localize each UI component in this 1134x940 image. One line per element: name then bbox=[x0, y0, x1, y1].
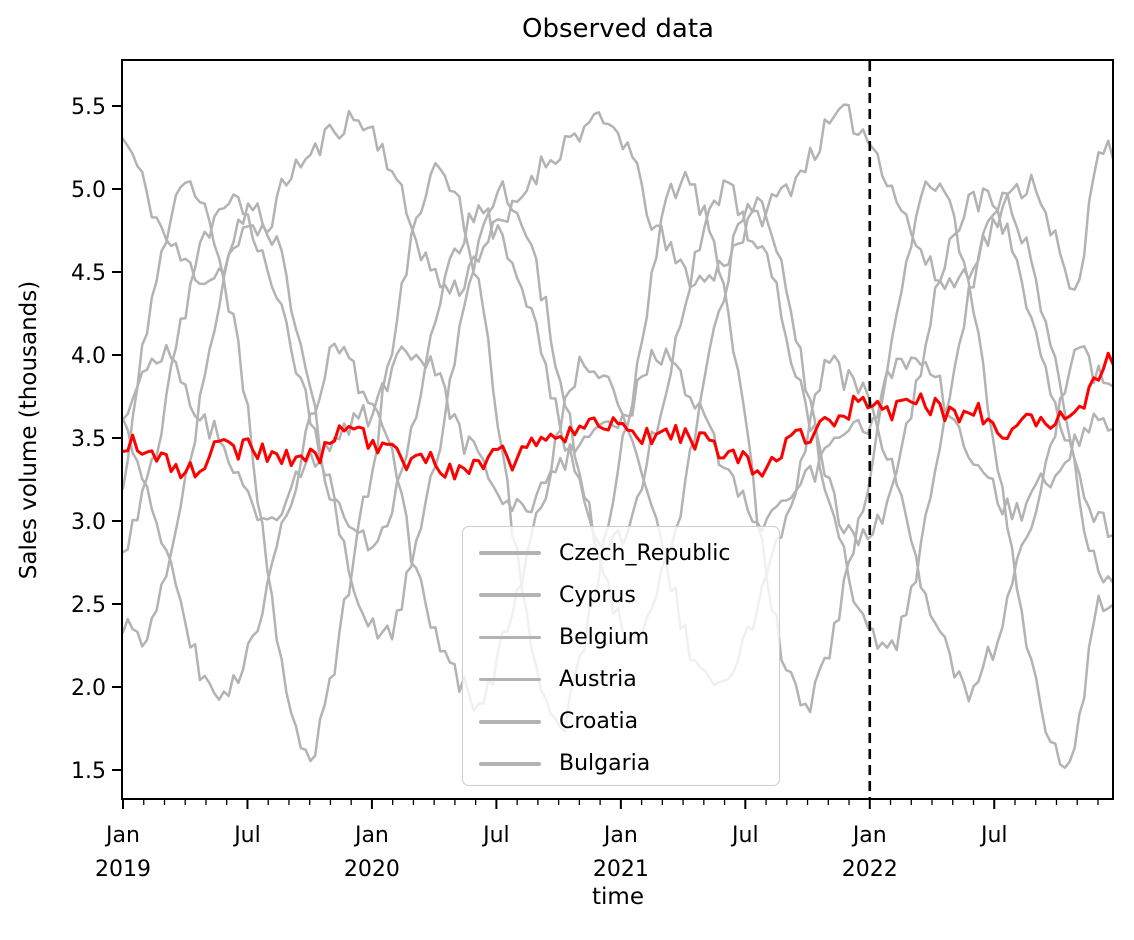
legend-entry: Czech_Republic bbox=[479, 533, 779, 574]
highlighted-series-line bbox=[122, 351, 1114, 481]
y-tick-label: 3.0 bbox=[71, 510, 106, 535]
x-tick-label: Jan bbox=[602, 823, 638, 848]
legend-entry: Croatia bbox=[479, 701, 779, 742]
legend-line-swatch bbox=[479, 635, 541, 640]
legend-entry: Cyprus bbox=[479, 575, 779, 616]
x-year-label: 2022 bbox=[842, 857, 898, 882]
x-tick-label: Jan bbox=[104, 823, 140, 848]
legend-entry-label: Bulgaria bbox=[559, 751, 651, 777]
chart-title: Observed data bbox=[522, 14, 714, 44]
legend: Czech_Republic Cyprus Belgium Austria Croati… bbox=[462, 526, 780, 786]
y-tick-label: 5.5 bbox=[71, 95, 106, 120]
legend-entry: Belgium bbox=[479, 617, 779, 658]
x-year-label: 2021 bbox=[593, 857, 649, 882]
x-axis-label: time bbox=[592, 884, 644, 910]
legend-entry: Bulgaria bbox=[479, 743, 779, 784]
legend-line-swatch bbox=[479, 719, 541, 724]
series-line-czech_republic bbox=[122, 103, 1114, 297]
legend-line-swatch bbox=[479, 593, 541, 598]
x-year-label: 2019 bbox=[95, 857, 151, 882]
x-tick-label: Jul bbox=[481, 823, 510, 848]
legend-line-swatch bbox=[479, 677, 541, 682]
y-tick-label: 4.0 bbox=[71, 344, 106, 369]
plot-frame bbox=[121, 59, 1114, 800]
series-line-bulgaria bbox=[122, 343, 1114, 533]
x-tick-label: Jan bbox=[851, 823, 887, 848]
legend-line-swatch bbox=[479, 551, 541, 555]
y-tick-label: 4.5 bbox=[71, 261, 106, 286]
y-tick-label: 3.5 bbox=[71, 427, 106, 452]
y-tick-label: 1.5 bbox=[71, 759, 106, 784]
y-tick-label: 2.5 bbox=[71, 593, 106, 618]
series-line-cyprus bbox=[122, 161, 1114, 769]
x-year-label: 2020 bbox=[344, 857, 400, 882]
legend-entry-label: Czech_Republic bbox=[559, 540, 731, 566]
y-axis-label: Sales volume (thousands) bbox=[16, 280, 42, 580]
legend-entry-label: Austria bbox=[559, 667, 637, 693]
legend-entry-label: Belgium bbox=[559, 624, 650, 650]
legend-line-swatch bbox=[479, 762, 541, 766]
y-tick-label: 5.0 bbox=[71, 178, 106, 203]
series-line-croatia bbox=[122, 342, 1114, 712]
legend-entry-label: Croatia bbox=[559, 709, 639, 735]
x-tick-label: Jul bbox=[730, 823, 759, 848]
x-tick-label: Jan bbox=[353, 823, 389, 848]
series-line-austria bbox=[122, 179, 1114, 554]
x-tick-label: Jul bbox=[979, 823, 1008, 848]
y-tick-label: 2.0 bbox=[71, 676, 106, 701]
legend-entry-label: Cyprus bbox=[559, 582, 636, 608]
x-tick-label: Jul bbox=[232, 823, 261, 848]
legend-entry: Austria bbox=[479, 659, 779, 700]
